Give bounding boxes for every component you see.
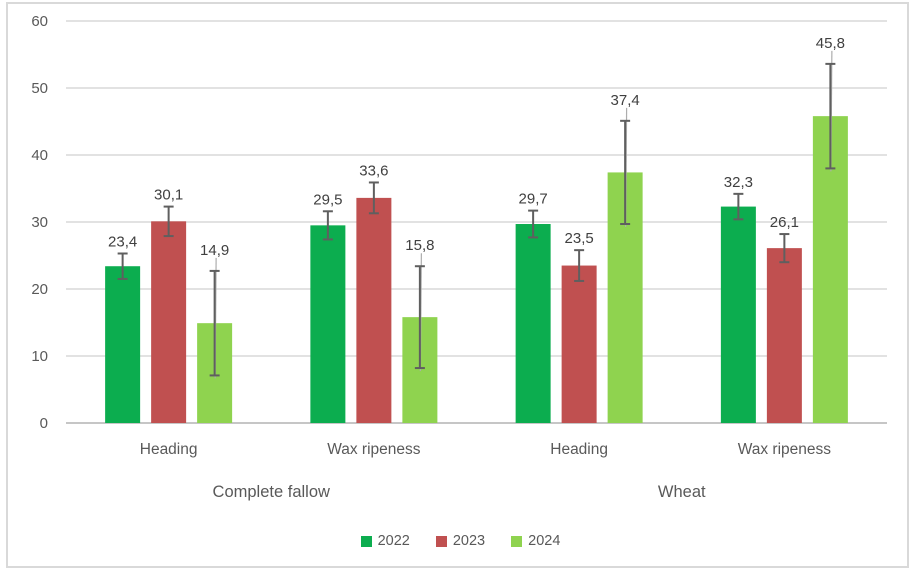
- data-label-2023-wheat-heading: 23,5: [565, 230, 594, 247]
- data-label-2024-wheat-heading: 37,4: [611, 92, 640, 109]
- category-label-0-heading: Heading: [140, 441, 198, 458]
- data-label-2024-wheat-wax-ripeness: 45,8: [816, 35, 845, 52]
- bar-2023-wheat-wax-ripeness[interactable]: [766, 248, 802, 423]
- data-label-2024-complete-fallow-wax-ripeness: 15,8: [405, 237, 434, 254]
- data-label-2024-complete-fallow-heading: 14,9: [200, 242, 229, 259]
- bar-2022-complete-fallow-wax-ripeness[interactable]: [310, 225, 346, 423]
- data-label-2022-complete-fallow-wax-ripeness: 29,5: [313, 191, 342, 208]
- bar-2023-complete-fallow-heading[interactable]: [151, 221, 187, 423]
- legend-swatch-2023: [435, 535, 447, 547]
- data-label-2022-wheat-wax-ripeness: 32,3: [724, 174, 753, 191]
- data-label-2023-wheat-wax-ripeness: 26,1: [770, 214, 799, 231]
- data-label-2022-complete-fallow-heading: 23,4: [108, 233, 137, 250]
- bar-2022-wheat-heading[interactable]: [515, 224, 551, 423]
- legend-swatch-2022: [360, 535, 372, 547]
- legend-item-2023[interactable]: 2023: [435, 533, 486, 549]
- y-tick-label-50: 50: [31, 80, 48, 97]
- bar-2022-wheat-wax-ripeness[interactable]: [720, 206, 756, 423]
- legend-label-2024: 2024: [528, 533, 561, 549]
- y-tick-label-60: 60: [31, 13, 48, 30]
- y-tick-label-10: 10: [31, 348, 48, 365]
- group-label-wheat: Wheat: [658, 483, 706, 501]
- legend-swatch-2024: [511, 535, 523, 547]
- data-label-2022-wheat-heading: 29,7: [519, 191, 548, 208]
- category-label-2-heading: Heading: [550, 441, 608, 458]
- y-tick-label-40: 40: [31, 147, 48, 164]
- data-label-2023-complete-fallow-wax-ripeness: 33,6: [359, 162, 388, 179]
- category-label-1-wax-ripeness: Wax ripeness: [327, 441, 421, 458]
- chart-legend: 2022 2023 2024: [7, 533, 914, 549]
- category-label-3-wax-ripeness: Wax ripeness: [738, 441, 832, 458]
- bar-2022-complete-fallow-heading[interactable]: [105, 266, 141, 423]
- legend-item-2024[interactable]: 2024: [511, 533, 560, 549]
- data-label-2023-complete-fallow-heading: 30,1: [154, 187, 183, 204]
- group-label-complete-fallow: Complete fallow: [213, 483, 330, 501]
- bar-2023-complete-fallow-wax-ripeness[interactable]: [356, 197, 392, 423]
- y-tick-label-20: 20: [31, 281, 48, 298]
- y-tick-label-30: 30: [31, 214, 48, 231]
- bar-2023-wheat-heading[interactable]: [561, 265, 597, 423]
- legend-label-2023: 2023: [452, 533, 486, 549]
- legend-item-2022[interactable]: 2022: [360, 533, 410, 549]
- y-tick-label-0: 0: [40, 415, 48, 432]
- legend-label-2022: 2022: [377, 533, 410, 549]
